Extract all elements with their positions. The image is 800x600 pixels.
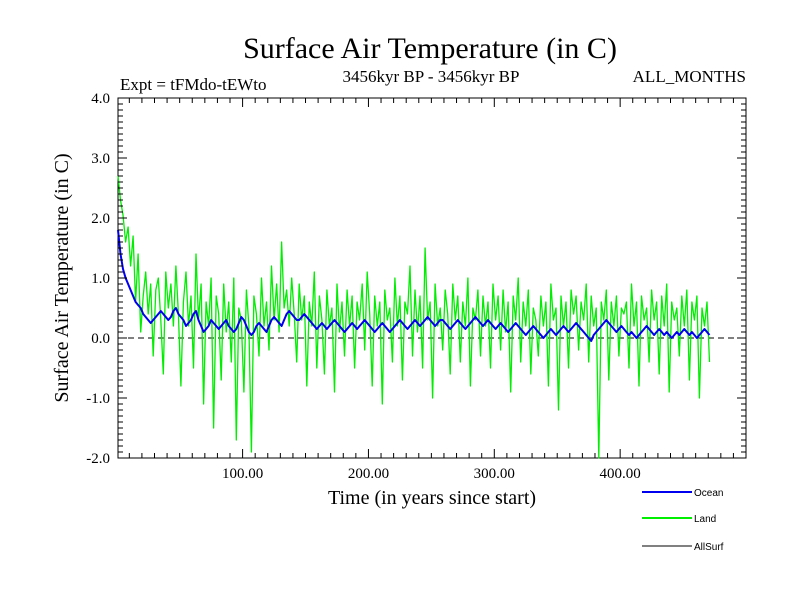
x-tick-label: 200.00	[348, 466, 389, 482]
y-tick-label: 2.0	[91, 211, 110, 227]
legend: Ocean Land AllSurf	[642, 488, 724, 553]
y-tick-labels: -2.0 -1.0 0.0 1.0 2.0 3.0 4.0	[86, 91, 110, 467]
period-label: 3456kyr BP - 3456kyr BP	[343, 67, 520, 86]
x-tick-label: 400.00	[600, 466, 641, 482]
series-line-land	[117, 175, 711, 459]
y-tick-label: -1.0	[86, 391, 110, 407]
months-label: ALL_MONTHS	[633, 67, 746, 86]
y-tick-label: 3.0	[91, 151, 110, 167]
y-tick-label: 4.0	[91, 91, 110, 107]
series-line-ocean	[117, 229, 711, 342]
y-tick-label: 0.0	[91, 331, 110, 347]
legend-label-ocean: Ocean	[694, 488, 723, 499]
series-layer	[117, 175, 711, 459]
experiment-label: Expt = tFMdo-tEWto	[120, 75, 267, 94]
x-tick-labels: 100.00 200.00 300.00 400.00	[222, 466, 641, 482]
x-tick-label: 300.00	[474, 466, 515, 482]
chart-title: Surface Air Temperature (in C)	[243, 32, 617, 65]
plot-frame	[117, 97, 747, 459]
y-tick-label: -2.0	[86, 451, 110, 467]
y-tick-label: 1.0	[91, 271, 110, 287]
legend-label-allsurf: AllSurf	[694, 542, 724, 553]
x-tick-label: 100.00	[222, 466, 263, 482]
legend-label-land: Land	[694, 514, 716, 525]
x-axis-label: Time (in years since start)	[328, 487, 536, 509]
y-axis-label: Surface Air Temperature (in C)	[51, 153, 73, 402]
tick-layer	[118, 97, 746, 459]
